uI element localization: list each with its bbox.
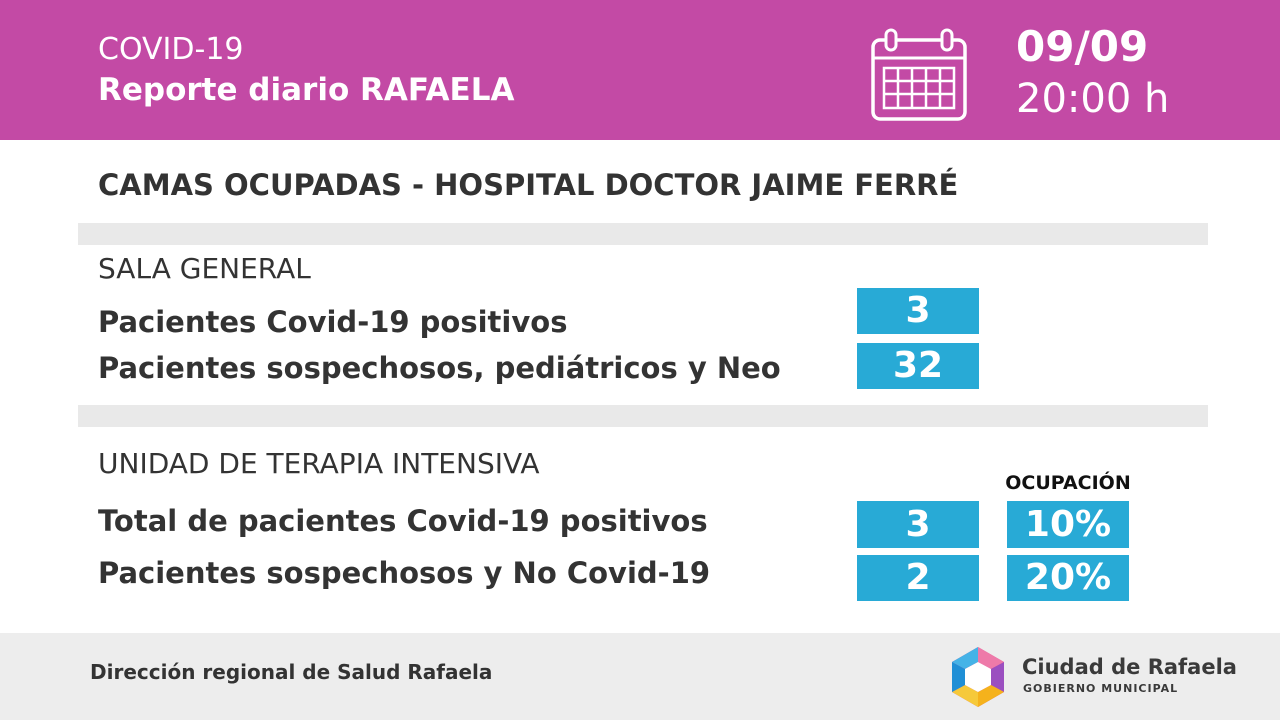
section-title-uti: UNIDAD DE TERAPIA INTENSIVA	[98, 447, 540, 480]
value-box-sala-sospechosos: 32	[857, 343, 979, 389]
occupancy-header: OCUPACIÓN	[1005, 472, 1131, 494]
row-label-uti-sospechosos: Pacientes sospechosos y No Covid-19	[98, 556, 711, 590]
logo-subtitle: GOBIERNO MUNICIPAL	[1023, 682, 1179, 695]
divider	[78, 223, 1208, 245]
row-label-sala-sospechosos: Pacientes sospechosos, pediátricos y Neo	[98, 351, 781, 385]
page-title: CAMAS OCUPADAS - HOSPITAL DOCTOR JAIME F…	[98, 168, 959, 202]
report-date: 09/09	[1016, 22, 1149, 71]
section-title-sala-general: SALA GENERAL	[98, 252, 311, 285]
occupancy-box-uti-covid-positivos: 10%	[1007, 501, 1129, 548]
header-banner: COVID-19 Reporte diario RAFAELA 09/09 20…	[0, 0, 1280, 140]
logo-name: Ciudad de Rafaela	[1022, 655, 1237, 679]
value-box-uti-covid-positivos: 3	[857, 501, 979, 548]
row-label-uti-covid-positivos: Total de pacientes Covid-19 positivos	[98, 504, 708, 538]
calendar-icon	[871, 28, 967, 121]
row-label-sala-covid-positivos: Pacientes Covid-19 positivos	[98, 305, 568, 339]
header-title: Reporte diario RAFAELA	[98, 72, 515, 108]
header-subtitle: COVID-19	[98, 32, 244, 67]
occupancy-box-uti-sospechosos: 20%	[1007, 555, 1129, 601]
value-box-uti-sospechosos: 2	[857, 555, 979, 601]
footer: Dirección regional de Salud Rafaela Ciud…	[0, 633, 1280, 720]
divider	[78, 405, 1208, 427]
footer-credit: Dirección regional de Salud Rafaela	[90, 660, 493, 684]
ciudad-de-rafaela-logo-icon	[952, 647, 1004, 707]
value-box-sala-covid-positivos: 3	[857, 288, 979, 334]
report-time: 20:00 h	[1016, 76, 1170, 122]
